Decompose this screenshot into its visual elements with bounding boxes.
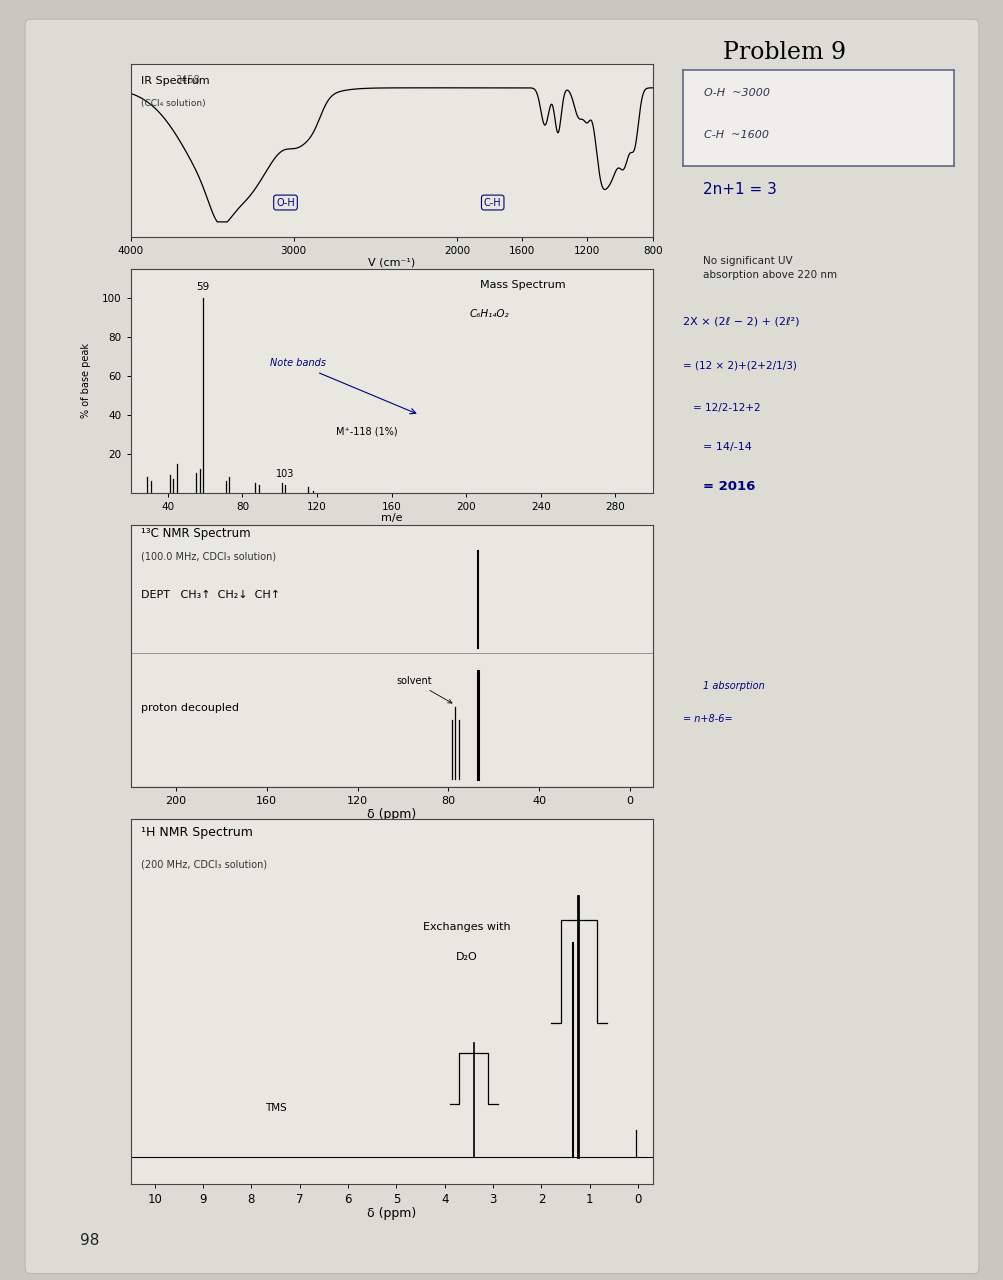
Text: Exchanges with: Exchanges with <box>422 922 510 932</box>
Text: TMS: TMS <box>265 1103 287 1114</box>
Text: No significant UV
absorption above 220 nm: No significant UV absorption above 220 n… <box>702 256 837 280</box>
Text: ¹³C NMR Spectrum: ¹³C NMR Spectrum <box>140 527 251 540</box>
Text: proton decoupled: proton decoupled <box>140 703 239 713</box>
Text: = 12/2-12+2: = 12/2-12+2 <box>692 403 759 413</box>
Text: Note bands: Note bands <box>270 358 326 369</box>
Text: (CCl₄ solution): (CCl₄ solution) <box>140 99 206 108</box>
Text: 2n+1 = 3: 2n+1 = 3 <box>702 182 776 197</box>
Text: (100.0 MHz, CDCl₃ solution): (100.0 MHz, CDCl₃ solution) <box>140 550 276 561</box>
Text: 2X × (2ℓ − 2) + (2ℓ²): 2X × (2ℓ − 2) + (2ℓ²) <box>682 316 798 326</box>
Text: C-H: C-H <box>483 197 502 207</box>
Text: % of base peak: % of base peak <box>81 343 91 419</box>
X-axis label: V (cm⁻¹): V (cm⁻¹) <box>367 257 415 268</box>
Text: C₆H₁₄O₂: C₆H₁₄O₂ <box>469 308 509 319</box>
Text: D₂O: D₂O <box>455 952 476 961</box>
Text: = 14/-14: = 14/-14 <box>702 442 751 452</box>
Text: Mass Spectrum: Mass Spectrum <box>479 280 566 291</box>
Text: DEPT   CH₃↑  CH₂↓  CH↑: DEPT CH₃↑ CH₂↓ CH↑ <box>140 590 280 600</box>
Text: O-H: O-H <box>276 197 295 207</box>
Text: 103: 103 <box>276 470 294 479</box>
Text: = (12 × 2)+(2+2/1/3): = (12 × 2)+(2+2/1/3) <box>682 361 795 371</box>
Text: 59: 59 <box>197 282 210 292</box>
X-axis label: m/e: m/e <box>380 513 402 524</box>
Text: = 2016: = 2016 <box>702 480 754 493</box>
Text: ¹H NMR Spectrum: ¹H NMR Spectrum <box>140 827 253 840</box>
X-axis label: δ (ppm): δ (ppm) <box>366 1207 416 1220</box>
Text: (200 MHz, CDCl₃ solution): (200 MHz, CDCl₃ solution) <box>140 859 267 869</box>
Text: 98: 98 <box>80 1233 99 1248</box>
Text: Problem 9: Problem 9 <box>722 41 846 64</box>
X-axis label: δ (ppm): δ (ppm) <box>366 808 416 820</box>
Text: 3458: 3458 <box>176 76 200 86</box>
Text: O-H  ~3000: O-H ~3000 <box>704 87 769 97</box>
Text: 1 absorption: 1 absorption <box>702 681 764 691</box>
Text: solvent: solvent <box>396 676 451 703</box>
Text: M⁺-118 (1%): M⁺-118 (1%) <box>335 426 397 436</box>
Text: IR Spectrum: IR Spectrum <box>140 76 210 86</box>
Text: C-H  ~1600: C-H ~1600 <box>704 131 768 140</box>
Text: = n+8-6=: = n+8-6= <box>682 714 731 724</box>
